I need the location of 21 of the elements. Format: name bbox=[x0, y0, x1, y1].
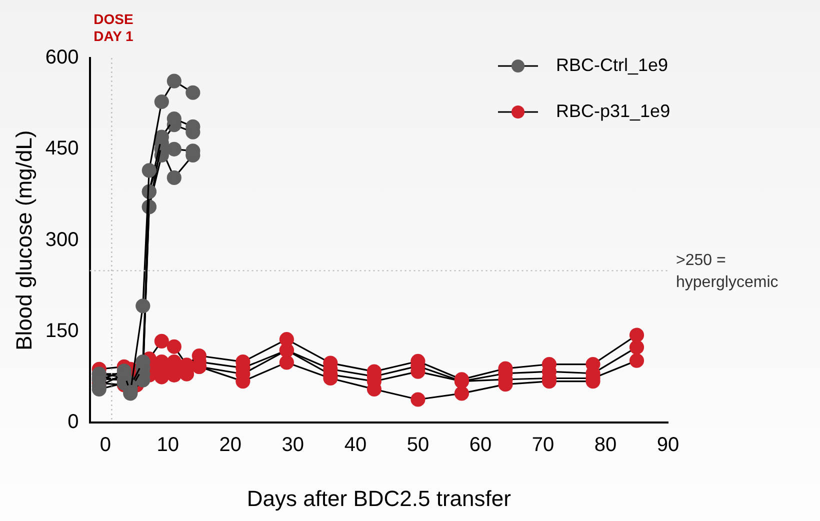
x-tick-label: 80 bbox=[594, 434, 617, 456]
y-tick-label: 0 bbox=[68, 411, 79, 434]
x-tick-label: 60 bbox=[469, 434, 492, 456]
ref-line-label: DOSE DAY 1 bbox=[94, 11, 134, 44]
y-tick-label: 450 bbox=[45, 138, 79, 160]
x-tick-label: 90 bbox=[656, 434, 680, 456]
x-tick-label: 50 bbox=[406, 434, 430, 456]
ref-line-label: >250 = hyperglycemic bbox=[676, 252, 778, 292]
legend-label: RBC-Ctrl_1e9 bbox=[556, 54, 668, 75]
y-tick-label: 300 bbox=[45, 228, 79, 251]
x-tick-label: 20 bbox=[219, 434, 242, 456]
y-tick-label: 150 bbox=[45, 320, 79, 342]
x-tick-label: 70 bbox=[532, 434, 554, 456]
legend-label: RBC-p31_1e9 bbox=[556, 100, 670, 121]
y-tick-label: 600 bbox=[45, 46, 79, 69]
x-tick-label: 30 bbox=[282, 434, 304, 456]
x-tick-label: 0 bbox=[100, 434, 111, 456]
x-axis-title: Days after BDC2.5 transfer bbox=[246, 486, 511, 511]
x-tick-label: 10 bbox=[156, 434, 180, 456]
x-tick-label: 40 bbox=[344, 434, 367, 456]
y-axis-title: Blood glucose (mg/dL) bbox=[11, 130, 36, 350]
